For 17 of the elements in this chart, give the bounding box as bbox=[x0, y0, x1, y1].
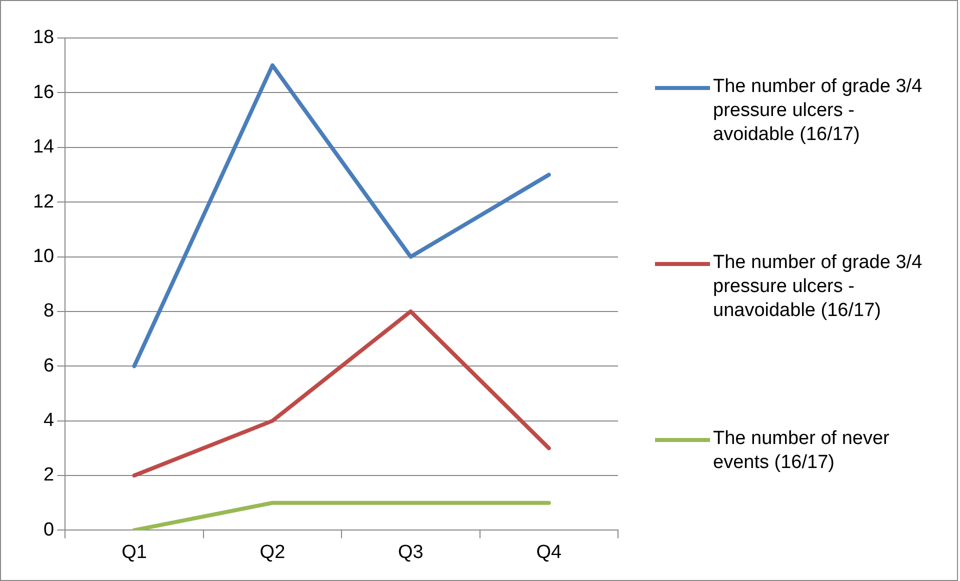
y-tick-label: 16 bbox=[32, 82, 54, 103]
y-tick-label: 2 bbox=[44, 464, 54, 486]
y-tick-label: 4 bbox=[44, 410, 55, 432]
y-tick-label: 10 bbox=[32, 246, 54, 267]
y-tick-label: 18 bbox=[32, 27, 54, 48]
x-tick-label: Q2 bbox=[260, 542, 286, 563]
x-tick-label: Q4 bbox=[536, 542, 562, 563]
legend-label: The number of never events (16/17) bbox=[713, 427, 890, 475]
x-tick-label: Q1 bbox=[122, 542, 147, 563]
y-tick-label: 0 bbox=[44, 519, 54, 540]
y-tick-label: 12 bbox=[32, 191, 54, 212]
y-tick-label: 6 bbox=[44, 355, 54, 376]
legend-label: The number of grade 3/4 pressure ulcers - unavoidable (16/17) bbox=[713, 251, 923, 323]
y-tick-label: 14 bbox=[32, 136, 55, 158]
y-tick-label: 8 bbox=[44, 300, 54, 322]
legend-label: The number of grade 3/4 pressure ulcers - avoidable (16/17) bbox=[713, 75, 923, 147]
x-tick-label: Q3 bbox=[398, 542, 424, 563]
